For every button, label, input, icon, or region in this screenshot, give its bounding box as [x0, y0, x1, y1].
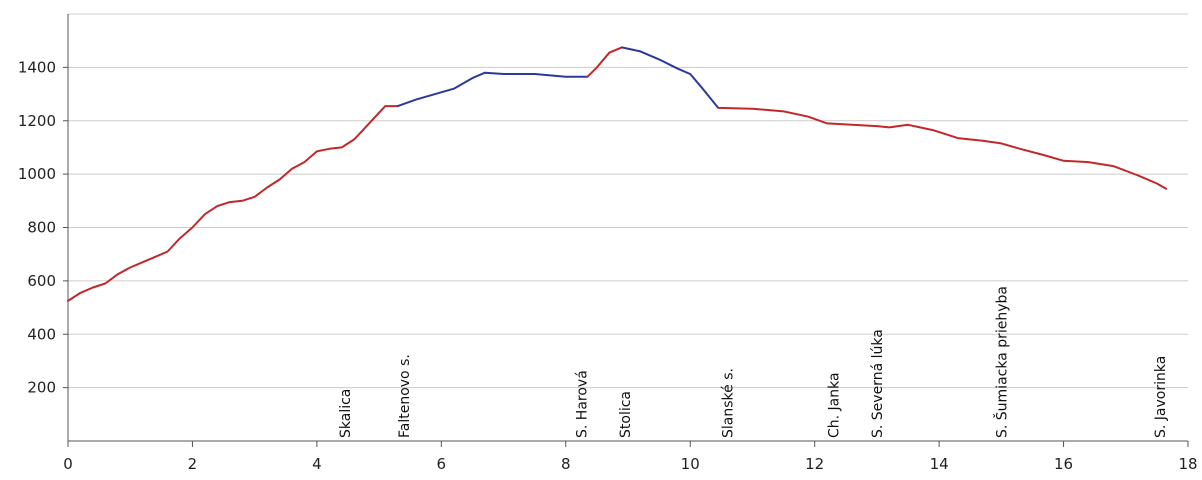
y-tick-label: 800 — [27, 219, 56, 237]
x-tick-label: 4 — [312, 455, 322, 473]
y-tick-label: 600 — [27, 272, 56, 290]
waypoint-label: Skalica — [338, 389, 354, 438]
profile-segment-ascent — [586, 46, 623, 78]
y-tick-label: 200 — [27, 379, 56, 397]
x-tick-label: 8 — [561, 455, 571, 473]
waypoint-label: S. Javorinka — [1153, 356, 1169, 438]
x-tick-label: 12 — [805, 455, 824, 473]
profile-segment-descent — [620, 46, 720, 109]
waypoint-label: S. Harová — [574, 370, 590, 438]
profile-segment-descent — [396, 71, 589, 108]
x-tick-label: 18 — [1178, 455, 1197, 473]
profile-lines — [67, 46, 1168, 302]
waypoint-label: S. Severná lúka — [870, 329, 886, 438]
gridlines — [68, 13, 1188, 389]
waypoint-label: Slanské s. — [721, 368, 737, 438]
y-tick-label: 1400 — [18, 58, 56, 76]
waypoint-label: S. Šumiacka priehyba — [992, 286, 1010, 438]
waypoint-label: Ch. Janka — [826, 372, 842, 438]
y-tick-label: 1000 — [18, 165, 56, 183]
x-tick-label: 16 — [1054, 455, 1073, 473]
x-tick-label: 14 — [930, 455, 949, 473]
waypoint-label: Faltenovo s. — [397, 354, 413, 438]
x-tick-label: 0 — [63, 455, 73, 473]
waypoint-labels: Skalica Faltenovo s. S. Harová Stolica Slans… — [338, 286, 1169, 438]
x-ticks: 0 2 4 6 8 10 12 14 16 18 — [63, 441, 1198, 473]
y-ticks: 200 400 600 800 1000 1200 1400 — [18, 58, 68, 397]
x-tick-label: 10 — [681, 455, 700, 473]
profile-segment-ascent — [67, 105, 399, 302]
y-tick-label: 400 — [27, 325, 56, 343]
y-tick-label: 1200 — [18, 112, 56, 130]
profile-segment-ascent — [717, 106, 1168, 190]
x-tick-label: 6 — [437, 455, 447, 473]
x-tick-label: 2 — [188, 455, 198, 473]
waypoint-label: Stolica — [618, 391, 634, 438]
